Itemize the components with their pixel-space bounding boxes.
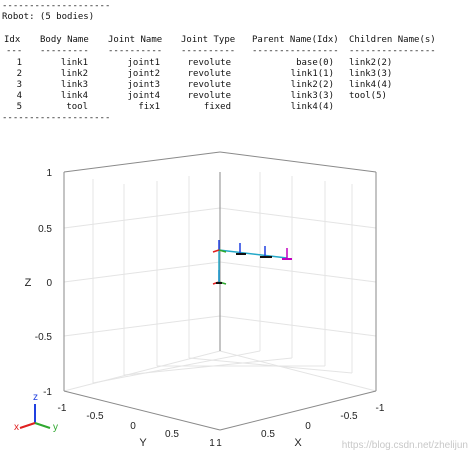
dash-idx: --- <box>6 46 23 56</box>
joint1-frame <box>212 240 227 253</box>
tool-frame <box>282 248 292 260</box>
cell-body-name: link3 <box>60 80 88 90</box>
cell-parent-name: link3(3) <box>290 91 334 101</box>
dash-joint-type: ---------- <box>181 46 236 56</box>
header-parent-name: Parent Name(Idx) <box>252 35 339 45</box>
header-joint-type: Joint Type <box>181 35 236 45</box>
y-axis-label: Y <box>139 437 147 449</box>
header-idx: Idx <box>4 35 21 45</box>
joint3-frame <box>260 246 272 258</box>
cell-joint-name: joint4 <box>127 91 160 101</box>
x-axis-label: X <box>294 437 302 449</box>
x-tick-label: 0.5 <box>261 429 275 440</box>
y-axis: -1 -0.5 0 0.5 1 Y <box>58 403 216 449</box>
robot-summary: Robot: (5 bodies) <box>2 12 95 22</box>
triad-z-label: z <box>33 392 38 403</box>
cell-joint-name: joint1 <box>127 58 160 68</box>
triad-x-label: x <box>14 422 19 433</box>
header-body-name: Body Name <box>40 35 89 45</box>
z-tick-label: 0.5 <box>38 224 52 235</box>
cell-idx: 1 <box>16 58 22 68</box>
z-axis: 1 0.5 0 -0.5 -1 Z <box>25 168 53 398</box>
y-tick-label: 1 <box>209 438 215 449</box>
cell-parent-name: link4(4) <box>290 102 334 112</box>
cell-idx: 4 <box>16 91 22 101</box>
header-children-names: Children Name(s) <box>349 35 436 45</box>
cell-joint-type: revolute <box>187 91 231 101</box>
z-tick-label: -1 <box>43 387 52 398</box>
z-axis-label: Z <box>25 277 32 289</box>
cell-children-names: link2(2) <box>349 58 393 68</box>
cell-joint-type: revolute <box>187 80 231 90</box>
dash-parent-name: ---------------- <box>252 46 339 56</box>
cell-body-name: link4 <box>60 91 88 101</box>
cell-body-name: tool <box>66 102 88 112</box>
cell-joint-type: fixed <box>203 102 231 112</box>
cell-children-names: link3(3) <box>349 69 393 79</box>
console-output: -------------------- Robot: (5 bodies) I… <box>0 0 474 130</box>
cell-parent-name: link2(2) <box>290 80 334 90</box>
cell-joint-name: joint3 <box>127 80 160 90</box>
z-tick-label: -0.5 <box>35 332 53 343</box>
cell-children-names: tool(5) <box>349 91 387 101</box>
x-tick-label: -0.5 <box>340 411 358 422</box>
cell-joint-type: revolute <box>187 69 231 79</box>
x-axis: 1 0.5 0 -0.5 -1 X <box>216 403 385 449</box>
x-tick-label: -1 <box>376 403 385 414</box>
robot-model[interactable] <box>212 240 292 285</box>
console-rule-top: -------------------- <box>2 1 111 11</box>
cell-idx: 2 <box>16 69 22 79</box>
cell-idx: 5 <box>16 102 22 112</box>
y-tick-label: -1 <box>58 403 67 414</box>
z-tick-label: 1 <box>46 168 52 179</box>
y-tick-label: 0.5 <box>165 429 179 440</box>
y-tick-label: 0 <box>130 421 136 432</box>
joint2-frame <box>236 243 246 255</box>
cell-children-names: link4(4) <box>349 80 393 90</box>
x-tick-label: 0 <box>305 421 311 432</box>
dash-body-name: --------- <box>40 46 89 56</box>
y-tick-label: -0.5 <box>86 411 104 422</box>
cell-joint-name: fix1 <box>138 102 160 112</box>
cell-idx: 3 <box>16 80 22 90</box>
cell-parent-name: link1(1) <box>290 69 334 79</box>
header-joint-name: Joint Name <box>108 35 163 45</box>
arm-chain <box>218 249 288 259</box>
triad-y-label: y <box>53 422 58 433</box>
cell-body-name: link1 <box>60 58 88 68</box>
console-rule-bottom: -------------------- <box>2 113 111 123</box>
cell-joint-name: joint2 <box>127 69 160 79</box>
x-tick-label: 1 <box>216 438 222 449</box>
watermark: https://blog.csdn.net/zhelijun <box>341 440 468 451</box>
cell-body-name: link2 <box>60 69 88 79</box>
cell-parent-name: base(0) <box>296 58 334 68</box>
z-tick-label: 0 <box>46 278 52 289</box>
axes-box <box>63 151 377 431</box>
orientation-triad: z x y <box>14 392 58 433</box>
dash-joint-name: ---------- <box>108 46 163 56</box>
dash-children-names: ---------------- <box>349 46 436 56</box>
cell-joint-type: revolute <box>187 58 231 68</box>
